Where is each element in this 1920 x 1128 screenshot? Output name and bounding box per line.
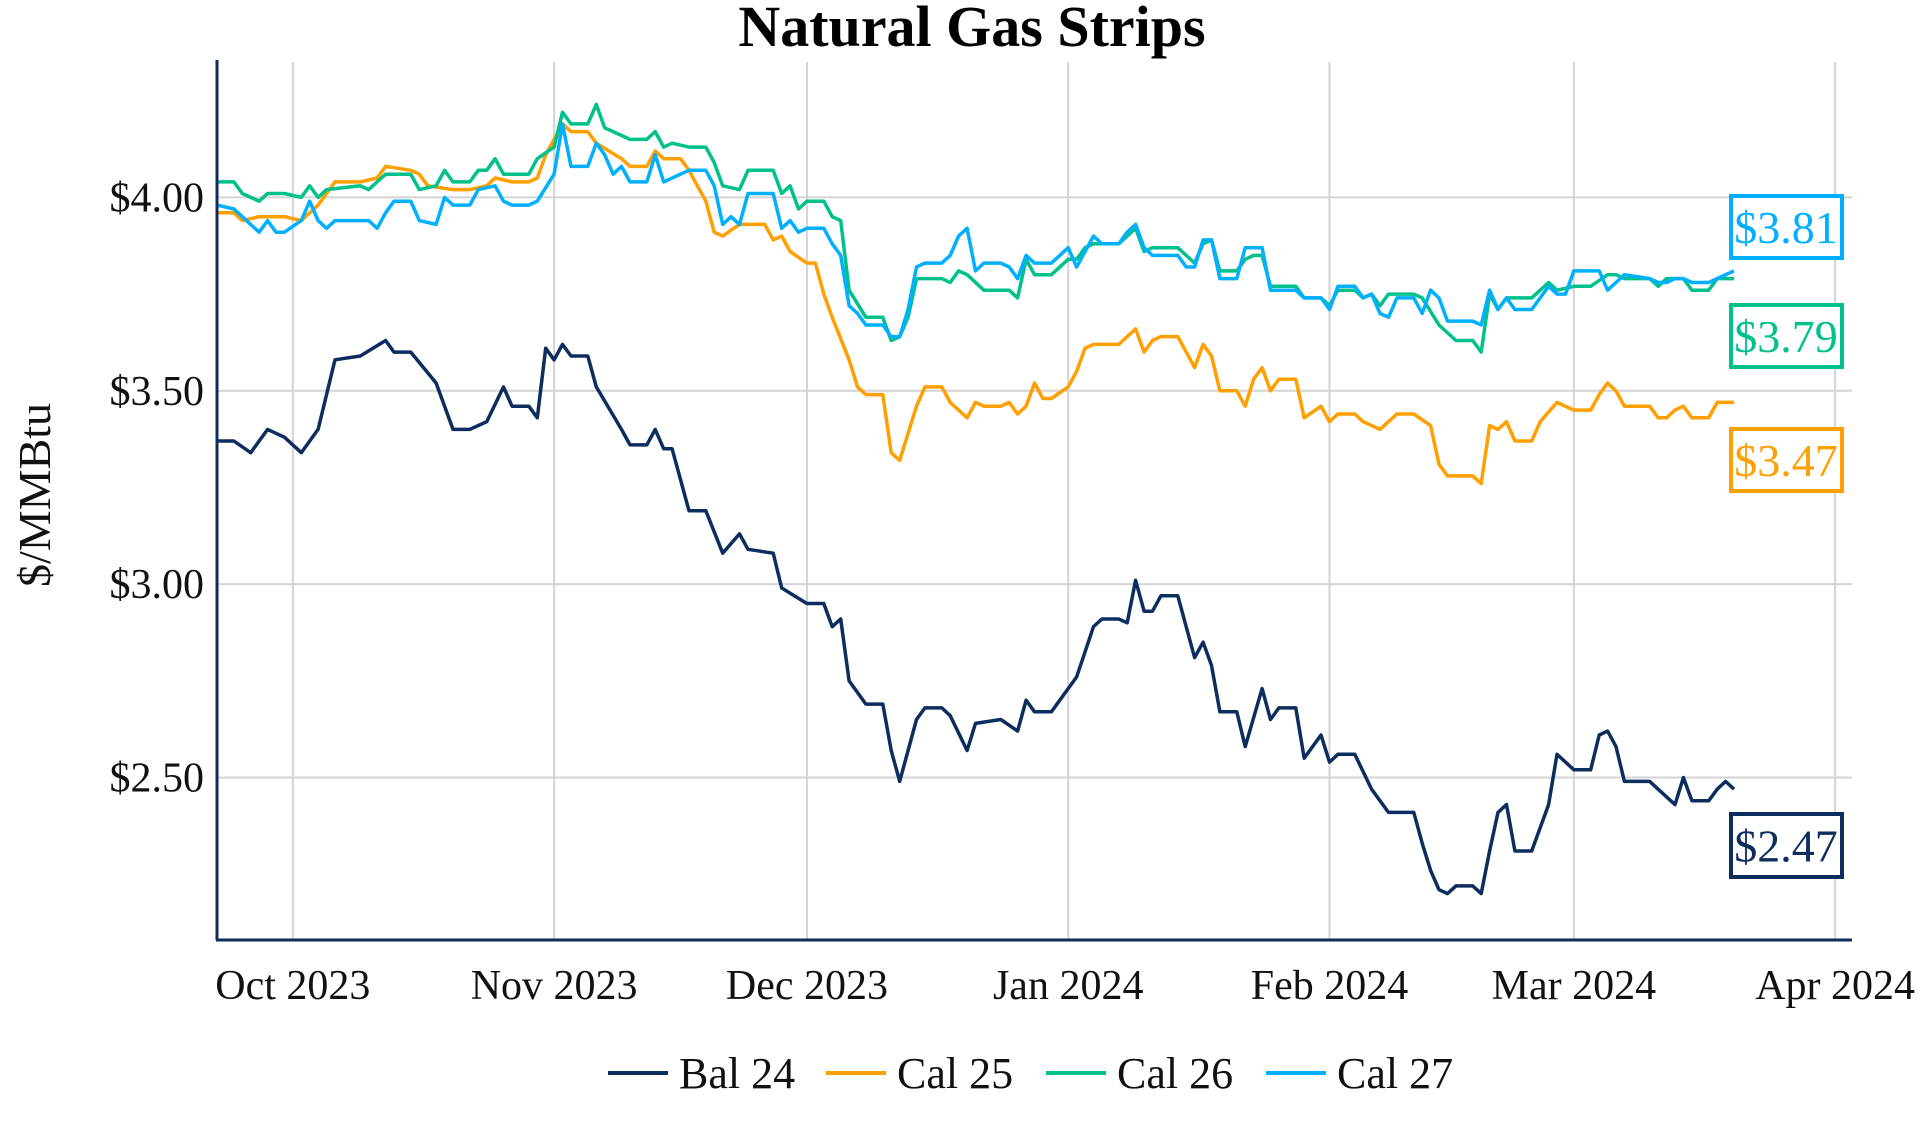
legend-item-cal-25: Cal 25: [826, 1049, 1013, 1098]
x-tick-label: Oct 2023: [215, 963, 370, 1009]
legend-label: Cal 26: [1117, 1049, 1233, 1098]
y-tick-label: $3.50: [110, 369, 205, 415]
end-value-labels: $2.47 $3.47 $3.79 $3.81: [1729, 194, 1844, 879]
end-label-box: [1729, 303, 1844, 369]
legend-item-cal-26: Cal 26: [1046, 1049, 1233, 1098]
end-label-cal-27: $3.81: [1729, 194, 1844, 260]
y-tick-labels: $2.50 $3.00 $3.50 $4.00: [110, 175, 205, 801]
end-label-cal-25: $3.47: [1729, 427, 1844, 493]
gridlines: [217, 62, 1852, 940]
series-line-bal-24: [217, 338, 1736, 896]
end-label-box: [1729, 427, 1844, 493]
end-label-box: [1729, 194, 1844, 260]
series-line-cal-25: [217, 122, 1734, 486]
x-tick-label: Dec 2023: [726, 963, 888, 1009]
end-label-text: $3.81: [1734, 202, 1838, 253]
legend-label: Bal 24: [679, 1049, 795, 1098]
chart-title: Natural Gas Strips: [738, 0, 1205, 59]
legend-item-bal-24: Bal 24: [608, 1049, 795, 1098]
x-tick-label: Nov 2023: [471, 963, 638, 1009]
series-lines: [216, 102, 1736, 896]
y-tick-label: $4.00: [110, 175, 205, 221]
end-label-cal-26: $3.79: [1729, 303, 1844, 369]
y-axis-label: $/MMBtu: [9, 403, 60, 587]
end-label-text: $3.47: [1734, 435, 1838, 486]
end-label-bal-24: $2.47: [1729, 812, 1844, 879]
x-tick-label: Jan 2024: [993, 963, 1144, 1009]
x-tick-label: Feb 2024: [1251, 963, 1409, 1009]
series-line-cal-27: [216, 122, 1735, 339]
end-label-box: [1729, 812, 1844, 879]
x-tick-label: Apr 2024: [1755, 963, 1915, 1009]
legend: Bal 24 Cal 25 Cal 26 Cal 27: [608, 1049, 1453, 1098]
legend-item-cal-27: Cal 27: [1266, 1049, 1453, 1098]
legend-label: Cal 27: [1337, 1049, 1453, 1098]
legend-label: Cal 25: [897, 1049, 1013, 1098]
y-tick-label: $3.00: [110, 562, 205, 608]
end-label-text: $2.47: [1734, 821, 1838, 872]
end-label-text: $3.79: [1734, 311, 1838, 362]
x-tick-label: Mar 2024: [1492, 963, 1656, 1009]
y-tick-label: $2.50: [110, 756, 205, 802]
x-tick-labels: Oct 2023 Nov 2023 Dec 2023 Jan 2024 Feb 2024…: [215, 963, 1915, 1009]
series-line-cal-26: [217, 102, 1734, 354]
